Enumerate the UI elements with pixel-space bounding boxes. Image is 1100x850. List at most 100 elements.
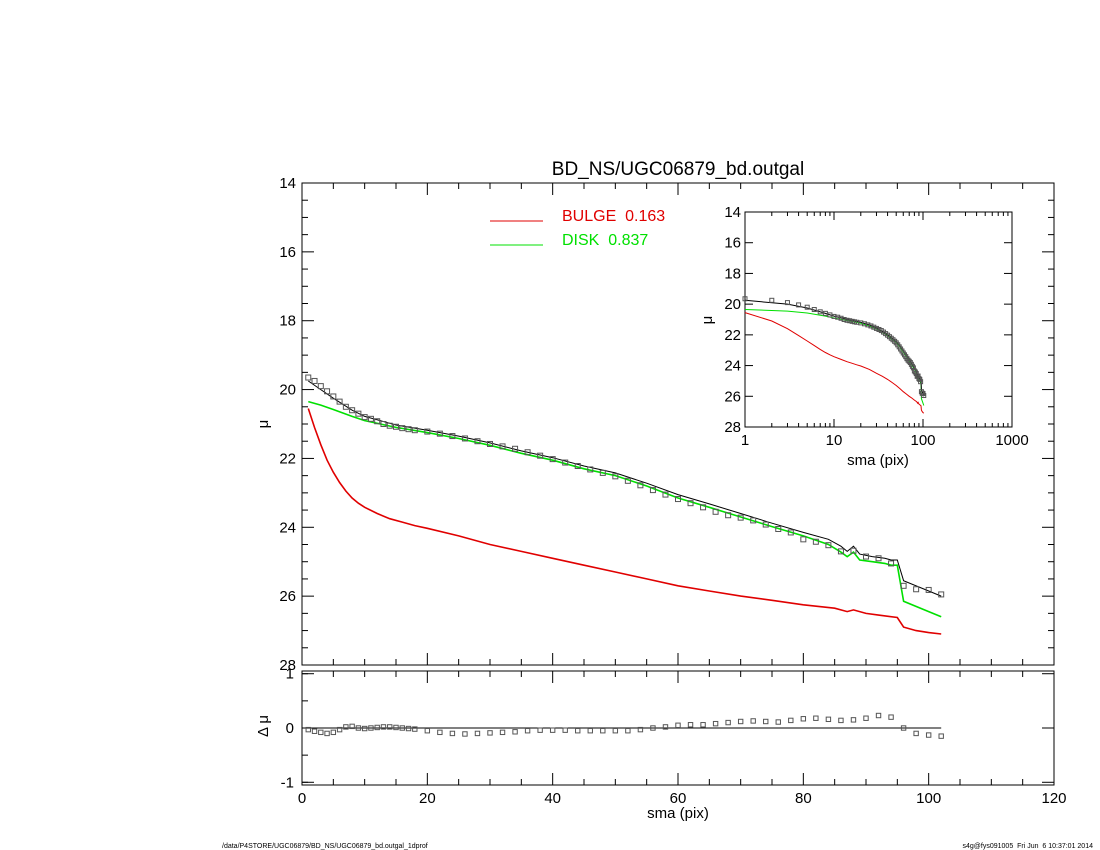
residual-point bbox=[900, 725, 907, 731]
series-line-bulge bbox=[307, 408, 942, 635]
observed-point bbox=[499, 443, 506, 450]
residual-point bbox=[393, 724, 399, 731]
observed-point bbox=[775, 526, 782, 533]
observed-point bbox=[386, 422, 393, 429]
observed-point bbox=[361, 414, 368, 421]
chart-title: BD_NS/UGC06879_bd.outgal bbox=[552, 159, 804, 180]
observed-point bbox=[380, 421, 387, 427]
observed-point bbox=[888, 560, 895, 567]
residual-point bbox=[725, 719, 731, 726]
inset-observed-point bbox=[822, 310, 828, 316]
observed-point bbox=[725, 512, 732, 519]
inset-y-tick-label: 20 bbox=[724, 296, 741, 313]
observed-point bbox=[393, 423, 399, 430]
main-y-tick-label: 18 bbox=[279, 313, 296, 330]
inset-observed-point bbox=[804, 304, 810, 310]
residual-point bbox=[336, 726, 343, 733]
inset-y-tick-label: 28 bbox=[724, 419, 741, 436]
observed-point bbox=[342, 403, 349, 410]
residual-point bbox=[662, 724, 669, 730]
observed-point bbox=[311, 377, 318, 384]
main-y-axis-label: μ bbox=[255, 420, 272, 429]
observed-point bbox=[461, 435, 468, 442]
residual-point bbox=[324, 730, 330, 737]
main-y-tick-label: 28 bbox=[279, 657, 296, 674]
main-y-tick-label: 14 bbox=[279, 175, 296, 192]
x-axis-label: sma (pix) bbox=[647, 805, 709, 822]
series-line-disk bbox=[308, 400, 942, 618]
observed-point bbox=[524, 449, 531, 456]
residual-point bbox=[750, 718, 756, 724]
observed-point bbox=[637, 482, 644, 489]
observed-point bbox=[537, 452, 544, 459]
residual-point bbox=[549, 727, 556, 733]
residual-point bbox=[499, 729, 506, 736]
inset-observed-point bbox=[865, 322, 871, 328]
observed-point bbox=[317, 383, 324, 390]
residual-point bbox=[600, 728, 606, 734]
inset-observed-point bbox=[841, 317, 847, 322]
legend-label-bulge: BULGE 0.163 bbox=[562, 208, 665, 225]
residual-point bbox=[913, 730, 919, 737]
inset-observed-point bbox=[835, 314, 841, 320]
residual-point bbox=[562, 727, 568, 733]
residual-point bbox=[424, 728, 431, 734]
residual-point bbox=[387, 724, 393, 730]
observed-point bbox=[512, 445, 519, 452]
residual-point bbox=[650, 725, 656, 731]
residual-point bbox=[925, 732, 932, 738]
main-y-tick-label: 16 bbox=[279, 244, 296, 261]
x-tick-label: 60 bbox=[670, 790, 687, 807]
legend-label-disk: DISK 0.837 bbox=[562, 232, 648, 249]
observed-point bbox=[474, 438, 481, 445]
observed-point bbox=[675, 496, 681, 503]
residual-point bbox=[305, 726, 311, 733]
observed-point bbox=[687, 500, 694, 507]
residual-point bbox=[850, 717, 857, 723]
residual-point bbox=[675, 722, 681, 728]
inset-observed-point bbox=[918, 379, 924, 385]
inset-x-tick-label: 10 bbox=[826, 432, 843, 449]
x-tick-label: 80 bbox=[795, 790, 812, 807]
main-y-tick-label: 26 bbox=[279, 588, 296, 605]
inset-observed-point bbox=[838, 315, 844, 321]
residual-point bbox=[462, 731, 468, 737]
inset-series-line-bulge bbox=[744, 312, 925, 414]
residual-point bbox=[512, 729, 518, 735]
main-x-ticks bbox=[301, 183, 1055, 665]
inset-observed-point bbox=[784, 300, 790, 306]
observed-point bbox=[624, 477, 631, 484]
residual-point bbox=[575, 728, 581, 734]
main-profile-panel: BD_NS/UGC06879_bd.outgal μ 14 16 18 20 22 24 2… bbox=[255, 159, 1055, 674]
observed-point bbox=[825, 542, 832, 549]
residual-y-axis-label: Δ μ bbox=[255, 715, 272, 737]
observed-point bbox=[436, 430, 443, 437]
residual-point bbox=[355, 725, 362, 731]
observed-point bbox=[374, 418, 381, 425]
residual-y-tick-label: 1 bbox=[286, 666, 294, 683]
residual-point bbox=[800, 716, 807, 722]
residual-point bbox=[524, 728, 531, 734]
residual-point bbox=[712, 720, 719, 727]
observed-point bbox=[324, 388, 331, 395]
legend: BULGE 0.163 DISK 0.837 bbox=[490, 208, 665, 249]
residual-point bbox=[838, 717, 844, 724]
observed-point bbox=[399, 425, 406, 432]
observed-point bbox=[712, 508, 719, 515]
observed-point bbox=[700, 504, 707, 511]
residual-point bbox=[380, 724, 387, 730]
observed-point bbox=[750, 517, 757, 524]
residual-point bbox=[368, 725, 374, 731]
residual-y-tick-label: -1 bbox=[281, 774, 294, 791]
inset-plot-frame bbox=[744, 211, 1013, 428]
residual-point bbox=[405, 725, 412, 732]
inset-y-tick-label: 18 bbox=[724, 265, 741, 282]
observed-point bbox=[336, 398, 343, 405]
observed-point bbox=[938, 591, 945, 598]
residual-point bbox=[763, 718, 769, 725]
residual-point bbox=[938, 733, 944, 739]
observed-point bbox=[305, 374, 312, 381]
observed-point bbox=[812, 538, 819, 545]
observed-point bbox=[449, 433, 456, 440]
